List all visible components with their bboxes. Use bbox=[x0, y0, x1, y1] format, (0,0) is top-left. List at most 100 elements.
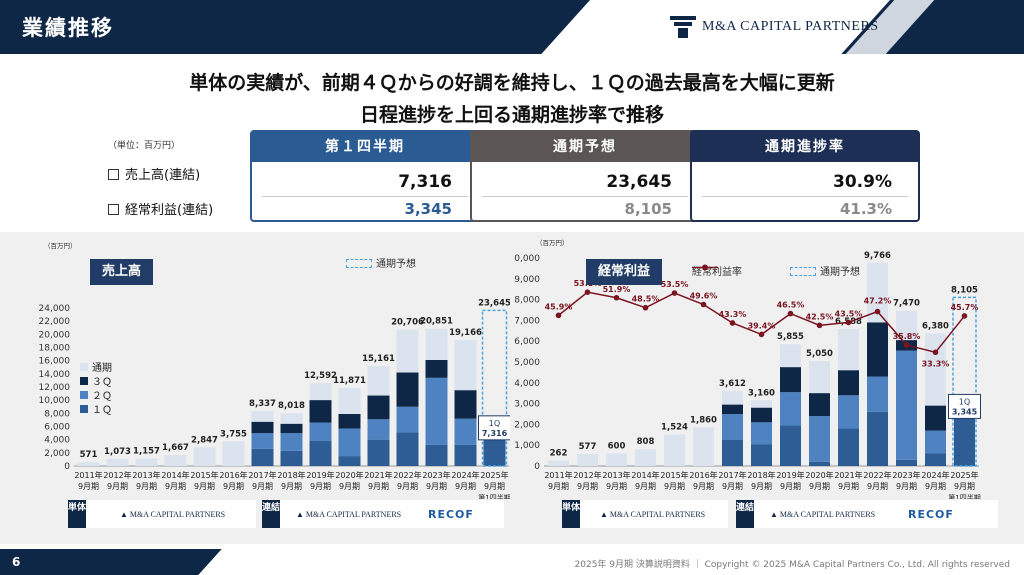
bar-q1 bbox=[280, 450, 303, 466]
y-tick-label: 1,000 bbox=[514, 441, 540, 451]
bar-annual bbox=[135, 458, 158, 466]
margin-point bbox=[642, 304, 649, 311]
x-tick-label: 9月期 bbox=[635, 482, 656, 491]
x-tick-label: 9月期 bbox=[310, 482, 331, 491]
stack-legend-swatch bbox=[80, 377, 88, 385]
x-tick-label: 9月期 bbox=[455, 482, 476, 491]
bar-q3 bbox=[867, 322, 888, 377]
checkbox-icon bbox=[108, 204, 119, 215]
bar-q2 bbox=[425, 377, 448, 445]
x-tick-label: 2016年 bbox=[219, 470, 247, 480]
kpi-card-forecast: 通期予想 23,645 8,105 bbox=[470, 130, 700, 222]
margin-point bbox=[787, 310, 794, 317]
y-tick-label: 8,000 bbox=[44, 409, 70, 419]
page-number: 6 bbox=[12, 555, 21, 569]
total-label: 577 bbox=[579, 442, 597, 452]
total-label: 20,851 bbox=[420, 317, 453, 327]
x-tick-label: 9月期 bbox=[751, 482, 772, 491]
x-tick-label: 2025年 bbox=[950, 470, 978, 480]
bar-q3 bbox=[925, 405, 946, 431]
x-tick-label: 2018年 bbox=[747, 470, 775, 480]
y-tick-label: 4,000 bbox=[514, 379, 540, 389]
current-callout bbox=[478, 415, 510, 441]
margin-label: 42.5% bbox=[806, 312, 834, 321]
current-callout bbox=[948, 393, 981, 419]
x-tick-label: 2012年 bbox=[103, 470, 131, 480]
kpi-sales-value: 30.9% bbox=[833, 172, 892, 192]
bar-q2 bbox=[751, 422, 772, 445]
bar-q2 bbox=[396, 406, 419, 433]
bar-annual bbox=[577, 453, 598, 466]
x-tick-label: 2015年 bbox=[190, 470, 218, 480]
total-label: 600 bbox=[608, 442, 626, 452]
legend-forecast: 通期予想 bbox=[346, 255, 416, 270]
x-tick-label: 2011年 bbox=[544, 470, 572, 480]
stack-legend-label: ２Ｑ bbox=[92, 391, 112, 402]
bar-q3 bbox=[338, 413, 361, 429]
margin-label: 33.3% bbox=[922, 359, 950, 368]
bar-q1 bbox=[338, 456, 361, 466]
logo-text: M&A CAPITAL PARTNERS bbox=[702, 19, 879, 34]
bar-q1 bbox=[925, 453, 946, 466]
x-tick-label: 2015年 bbox=[660, 470, 688, 480]
bar-annual bbox=[222, 441, 245, 466]
total-label: 1,157 bbox=[133, 446, 160, 456]
x-tick-label: 2020年 bbox=[335, 470, 363, 480]
bar-q3 bbox=[280, 423, 303, 434]
total-label: 5,855 bbox=[777, 332, 804, 342]
bar-q1 bbox=[867, 411, 888, 466]
segment-logo: ▲ M&A CAPITAL PARTNERS bbox=[120, 510, 226, 519]
axis-unit: （百万円） bbox=[44, 242, 77, 250]
kpi-header: 第１四半期 bbox=[252, 132, 478, 162]
total-label: 8,337 bbox=[249, 399, 276, 409]
total-label: 9,766 bbox=[864, 251, 891, 261]
bar-q3 bbox=[838, 370, 859, 396]
total-label: 19,166 bbox=[449, 328, 482, 338]
x-tick-label: 9月期 bbox=[484, 482, 505, 491]
x-tick-label: 9月期 bbox=[954, 482, 975, 491]
margin-point bbox=[700, 301, 707, 308]
headline-line1: 単体の実績が、前期４Ｑからの好調を維持し、１Ｑの過去最高を大幅に更新 bbox=[189, 72, 835, 94]
margin-point bbox=[903, 342, 910, 348]
total-label: 6,380 bbox=[922, 321, 949, 331]
current-callout-q: 1Q bbox=[959, 397, 970, 406]
bar-q2 bbox=[280, 433, 303, 451]
total-label: 1,073 bbox=[104, 447, 131, 457]
recof-logo: RECOF bbox=[908, 508, 954, 521]
bar-q1 bbox=[896, 459, 917, 466]
total-label: 1,860 bbox=[690, 415, 717, 425]
bar-q1 bbox=[251, 448, 274, 466]
current-callout-q: 1Q bbox=[489, 419, 500, 428]
bar-q3 bbox=[454, 390, 477, 419]
total-label: 808 bbox=[637, 437, 655, 447]
header-bar: 業績推移 M&A CAPITAL PARTNERS bbox=[0, 0, 1024, 54]
x-tick-label: 9月期 bbox=[136, 482, 157, 491]
bar-q3 bbox=[367, 395, 390, 420]
x-tick-label: 第1四半期 bbox=[948, 493, 980, 499]
x-tick-label: 9月期 bbox=[925, 482, 946, 491]
margin-point bbox=[845, 319, 852, 326]
margin-label: 39.4% bbox=[748, 321, 776, 330]
x-tick-label: 9月期 bbox=[577, 482, 598, 491]
margin-label: 35.8% bbox=[893, 332, 921, 341]
bar-annual bbox=[548, 460, 569, 466]
y-tick-label: 2,000 bbox=[514, 420, 540, 430]
total-label: 15,161 bbox=[362, 354, 395, 364]
bar-q1 bbox=[396, 432, 419, 466]
x-tick-label: 9月期 bbox=[281, 482, 302, 491]
x-tick-label: 2018年 bbox=[277, 470, 305, 480]
bar-q2 bbox=[780, 392, 801, 426]
x-tick-label: 2019年 bbox=[306, 470, 334, 480]
bar-annual bbox=[693, 427, 714, 466]
total-label: 11,871 bbox=[333, 376, 366, 386]
row-label-sales: 売上高(連結) bbox=[108, 164, 200, 183]
x-tick-label: 2023年 bbox=[422, 470, 450, 480]
stack-legend-label: ３Ｑ bbox=[92, 377, 112, 388]
y-tick-label: 10,000 bbox=[514, 254, 540, 264]
kpi-sales-value: 23,645 bbox=[606, 172, 672, 192]
y-tick-label: 10,000 bbox=[39, 396, 71, 406]
segment-logo: ▲ M&A CAPITAL PARTNERS bbox=[600, 510, 706, 519]
x-tick-label: 2022年 bbox=[393, 470, 421, 480]
x-tick-label: 9月期 bbox=[722, 482, 743, 491]
x-tick-label: 2011年 bbox=[74, 470, 102, 480]
